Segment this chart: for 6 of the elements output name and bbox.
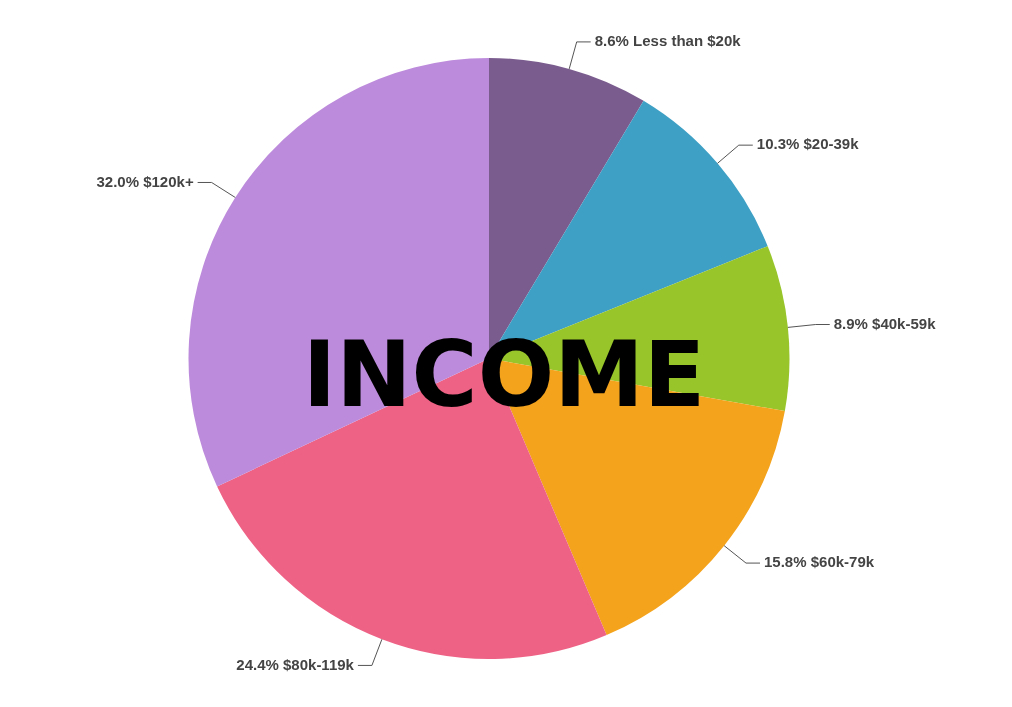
- slice-label: 24.4% $80k-119k: [236, 655, 355, 673]
- slice-label: 8.6% Less than $20k: [594, 32, 742, 50]
- slice-label: 32.0% $120k+: [96, 172, 194, 190]
- slice-label: 10.3% $20-39k: [756, 135, 860, 153]
- slice-label: 8.9% $40k-59k: [833, 314, 937, 332]
- slice-label: 15.8% $60k-79k: [764, 553, 875, 571]
